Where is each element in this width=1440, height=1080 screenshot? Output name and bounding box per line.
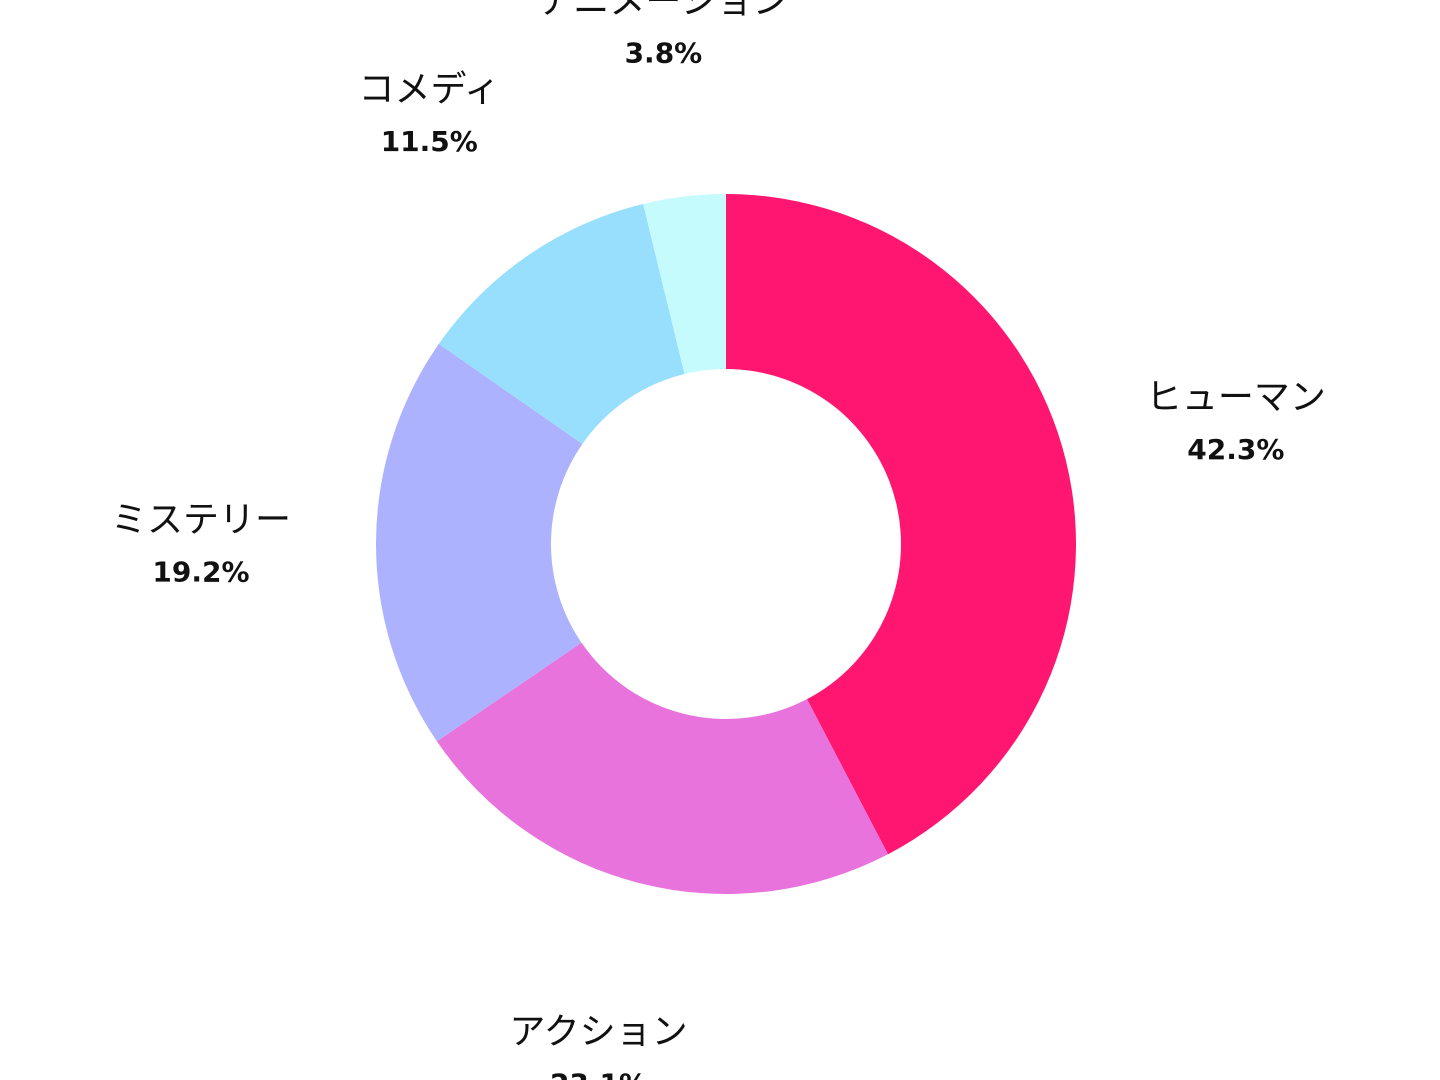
slice-value-4: 11.5%	[381, 125, 478, 158]
slice-label-3: ミステリー	[111, 500, 291, 541]
slice-value-3: 19.2%	[152, 556, 249, 589]
slice-value-5: 3.8%	[625, 37, 703, 70]
slice-label-2: アクション	[509, 1011, 687, 1052]
slice-5	[643, 194, 726, 374]
slice-1	[726, 194, 1076, 855]
slice-label-1: ヒューマン	[1146, 377, 1326, 418]
slices-group	[376, 194, 1076, 894]
slice-2	[436, 642, 888, 894]
slice-4	[438, 203, 685, 444]
slice-3	[376, 343, 583, 742]
labels-group: ヒューマン 42.3% アクション 23.1% ミステリー 19.2% コメディ 11.5% ア…	[111, 0, 1326, 1080]
slice-value-2: 23.1%	[550, 1067, 647, 1080]
slice-label-4: コメディ	[359, 69, 500, 110]
slice-label-5: アニメーション	[538, 0, 789, 22]
slice-value-1: 42.3%	[1187, 433, 1284, 466]
